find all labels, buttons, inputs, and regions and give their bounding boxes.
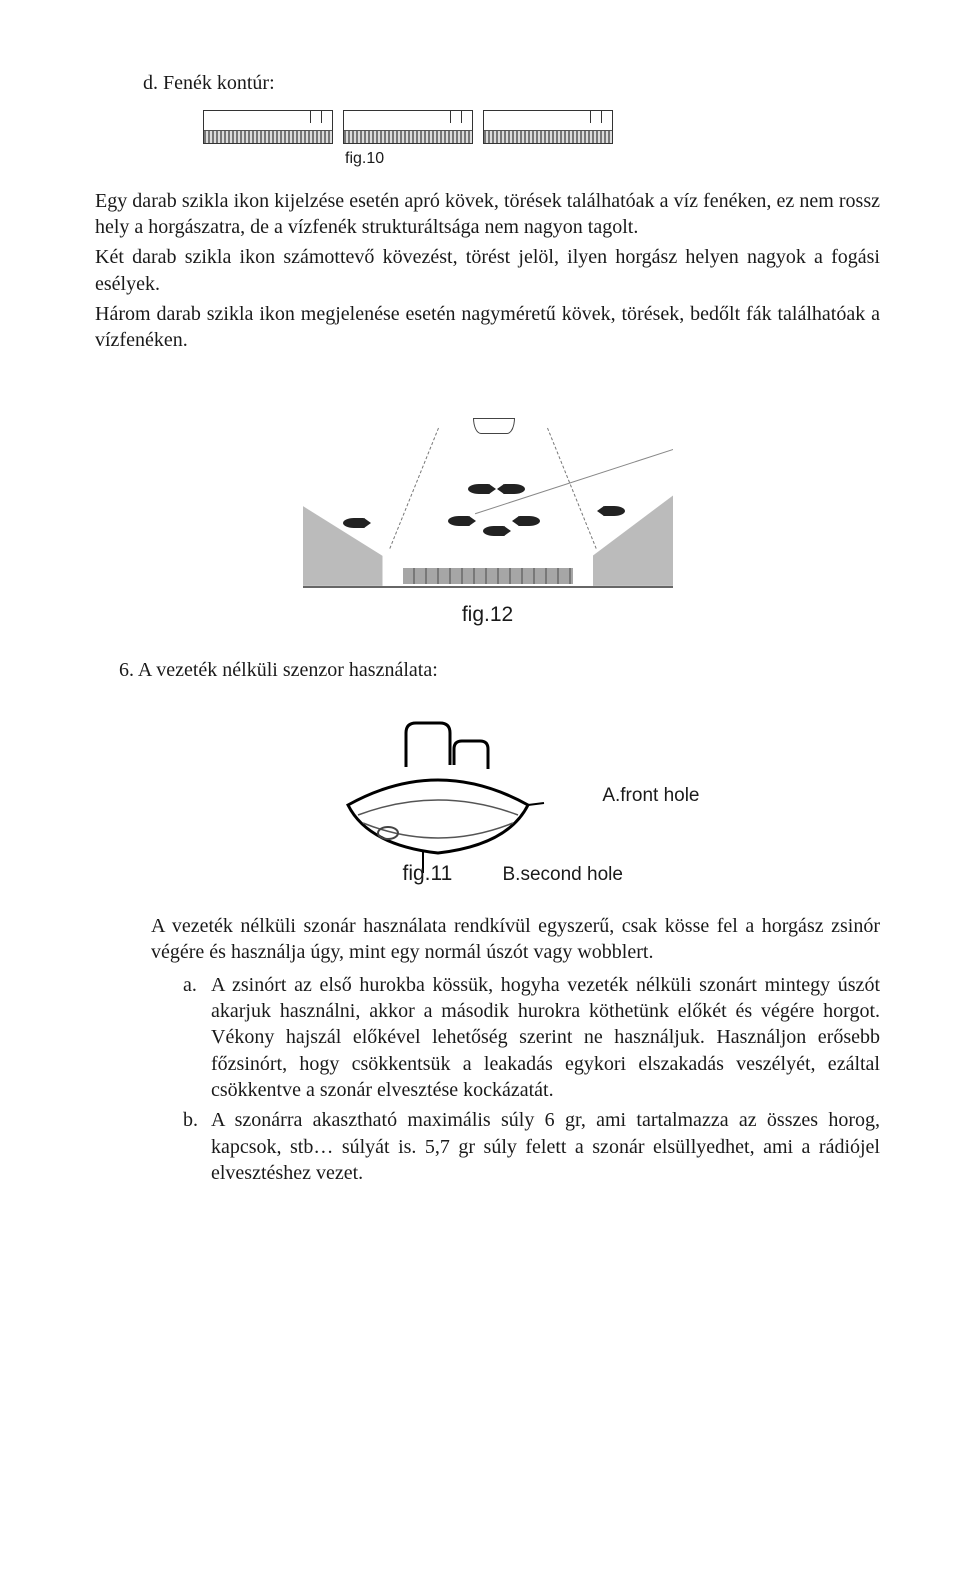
subitem-a-letter: a. <box>183 972 211 1104</box>
item-6-heading: 6. A vezeték nélküli szenzor használata: <box>119 657 880 683</box>
label-second-hole: B.second hole <box>503 862 623 887</box>
paragraph-2: Két darab szikla ikon számottevő kövezés… <box>95 244 880 297</box>
paragraph-3: Három darab szikla ikon megjelenése eset… <box>95 301 880 354</box>
contour-icon-3 <box>483 110 613 144</box>
subitem-b: b. A szonárra akasztható maximális súly … <box>183 1107 880 1186</box>
paragraph-1: Egy darab szikla ikon kijelzése esetén a… <box>95 188 880 241</box>
section-d-heading: d. Fenék kontúr: <box>143 70 880 96</box>
fig10-illustration <box>203 110 880 144</box>
label-front-hole: A.front hole <box>602 783 699 808</box>
fig11-illustration: A.front hole fig.11 B.second hole <box>268 711 708 891</box>
subitem-a: a. A zsinórt az első hurokba kössük, hog… <box>183 972 880 1104</box>
subitem-b-letter: b. <box>183 1107 211 1186</box>
contour-icon-2 <box>343 110 473 144</box>
fig10-caption: fig.10 <box>345 148 880 169</box>
fig12-illustration <box>303 376 673 588</box>
paragraph-4: A vezeték nélküli szonár használata rend… <box>151 913 880 966</box>
fig11-caption: fig.11 <box>403 860 453 888</box>
contour-icon-1 <box>203 110 333 144</box>
subitem-b-text: A szonárra akasztható maximális súly 6 g… <box>211 1107 880 1186</box>
subitem-a-text: A zsinórt az első hurokba kössük, hogyha… <box>211 972 880 1104</box>
fig12-caption: fig.12 <box>95 601 880 629</box>
